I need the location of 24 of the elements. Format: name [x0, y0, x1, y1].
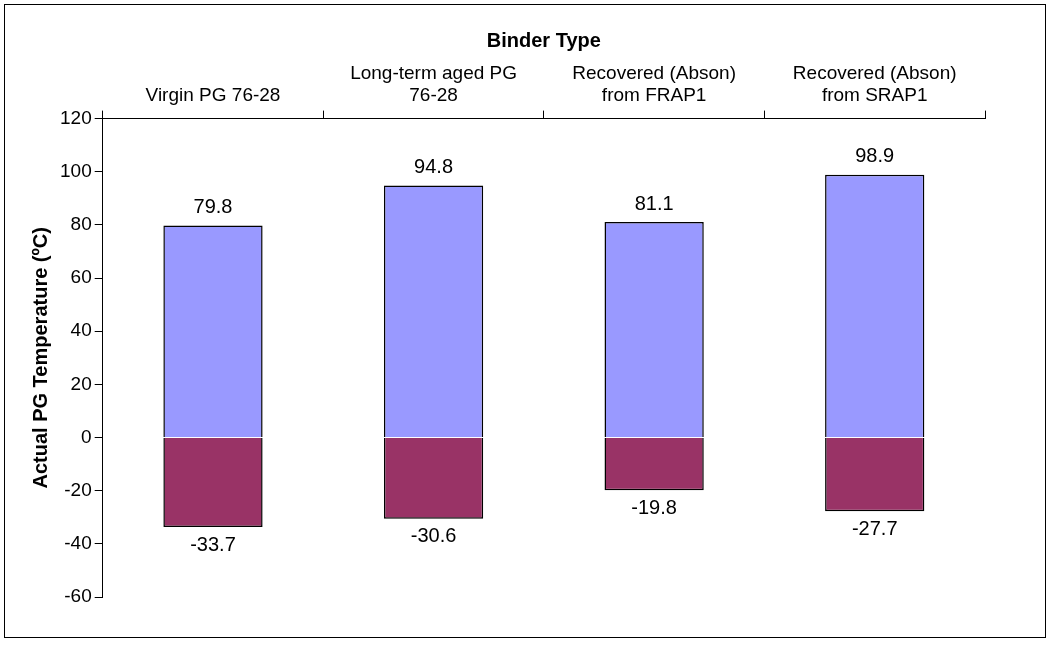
data-label: 94.8 [414, 155, 454, 178]
data-label: 98.9 [855, 144, 895, 167]
y-axis-title: Actual PG Temperature (ºC) [28, 227, 51, 489]
x-tick-label: Recovered (Abson) from FRAP1 [572, 61, 736, 106]
data-label: -19.8 [631, 495, 677, 518]
y-tick-label: 20 [70, 372, 92, 394]
y-tick-label: 60 [70, 266, 92, 288]
y-tick-label: 80 [70, 213, 92, 235]
y-tick-label: -20 [64, 478, 92, 500]
y-tick-label: -40 [64, 532, 92, 554]
data-label: 81.1 [634, 191, 674, 214]
x-tick-label: Recovered (Abson) from SRAP1 [792, 61, 957, 106]
data-label: -27.7 [851, 516, 898, 539]
y-tick-label: -60 [64, 585, 92, 607]
y-tick-label: 40 [70, 319, 92, 341]
data-label: -30.6 [410, 524, 457, 547]
data-label: -33.7 [190, 532, 236, 555]
y-tick-label: 0 [81, 425, 92, 447]
x-tick-label: Long-term aged PG 76-28 [350, 61, 517, 106]
y-tick-label: 100 [60, 159, 92, 181]
data-label: 79.8 [193, 194, 233, 217]
x-axis-title: Binder Type [486, 28, 601, 51]
y-tick-label: 120 [60, 106, 92, 128]
x-tick-label: Virgin PG 76-28 [145, 84, 281, 106]
